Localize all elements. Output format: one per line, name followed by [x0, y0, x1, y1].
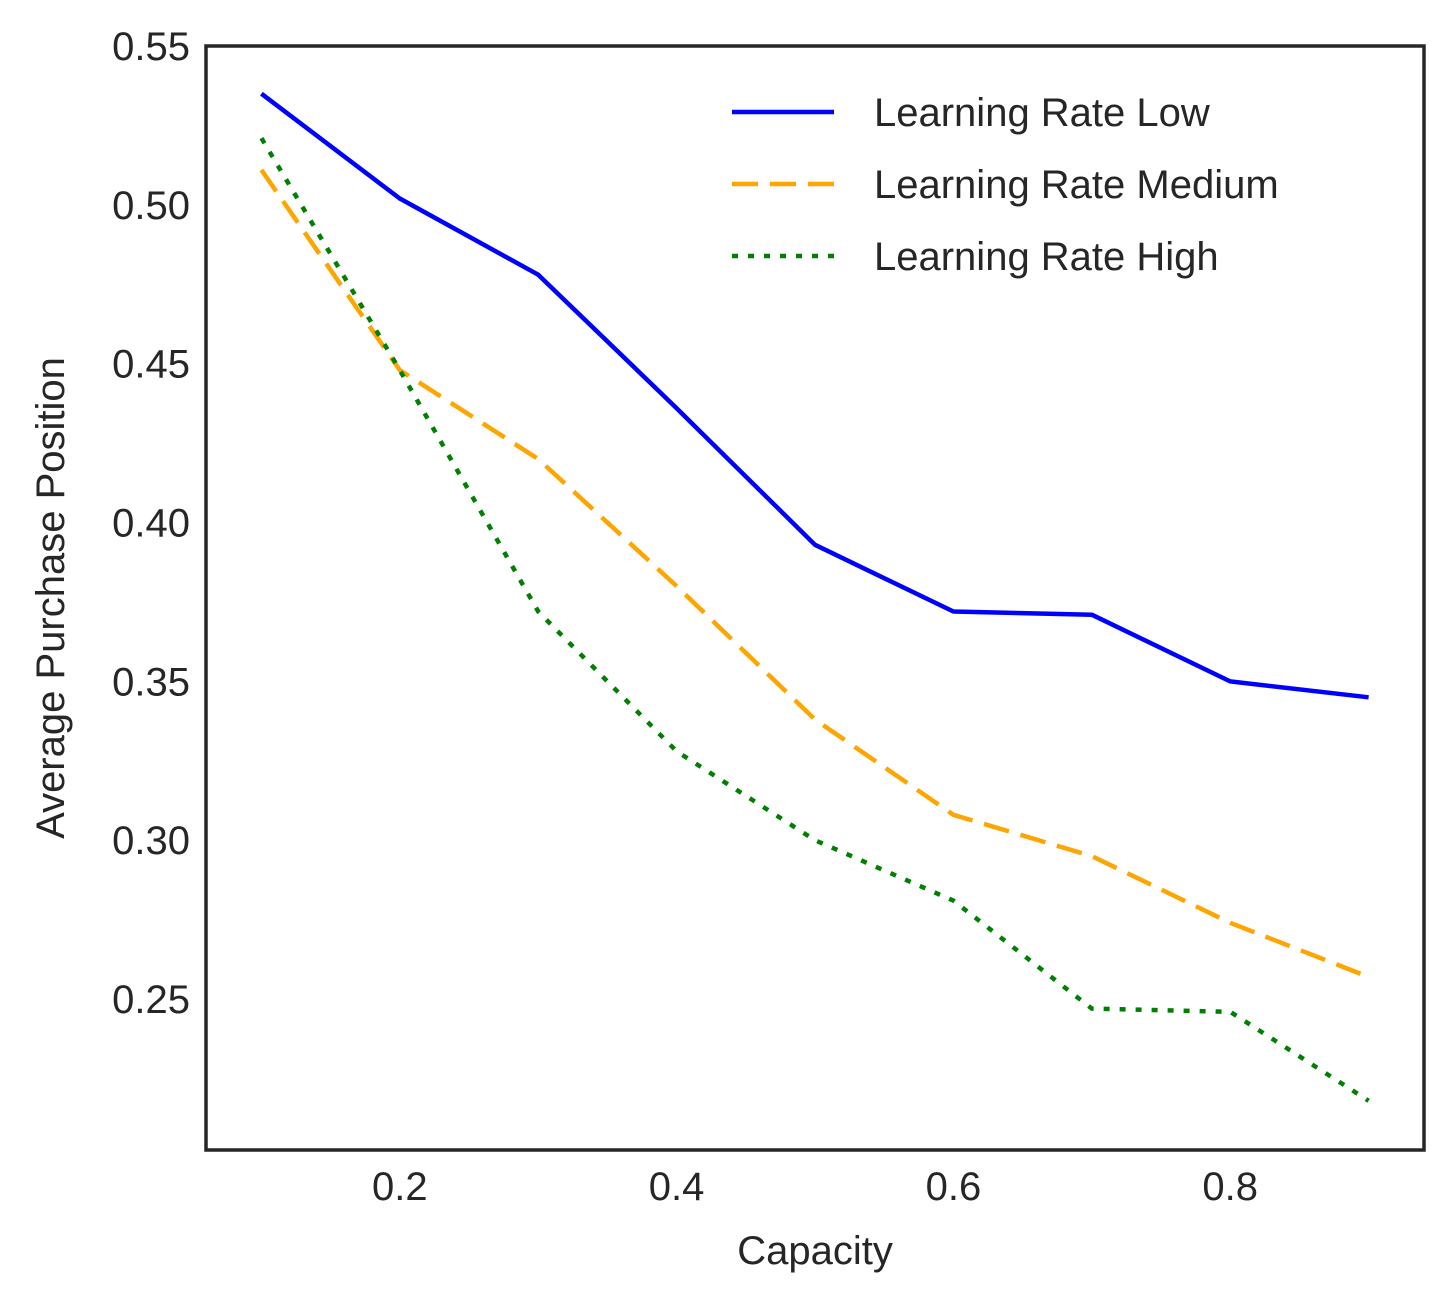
x-tick-label: 0.8	[1202, 1165, 1258, 1209]
series-line-3	[259, 136, 1370, 1103]
plot-frame	[204, 44, 1426, 1152]
y-axis-label: Average Purchase Position	[29, 357, 73, 839]
legend-label-2: Learning Rate Medium	[874, 163, 1279, 207]
legend-label-1: Learning Rate Low	[874, 91, 1210, 135]
y-tick-label: 0.35	[112, 660, 190, 704]
y-tick-label: 0.55	[112, 25, 190, 69]
y-tick-label: 0.40	[112, 502, 190, 546]
x-tick-label: 0.2	[372, 1165, 428, 1209]
y-tick-label: 0.25	[112, 978, 190, 1022]
x-tick-label: 0.4	[649, 1165, 705, 1209]
legend-label-3: Learning Rate High	[874, 235, 1219, 279]
y-tick-label: 0.30	[112, 819, 190, 863]
legend: Learning Rate Low Learning Rate Medium Lea…	[732, 91, 1279, 279]
x-axis-label: Capacity	[737, 1229, 893, 1273]
y-tick-labels: 0.25 0.30 0.35 0.40 0.45 0.50 0.55	[112, 25, 190, 1022]
series-line-1	[260, 91, 1369, 700]
x-tick-label: 0.6	[926, 1165, 982, 1209]
y-tick-label: 0.50	[112, 184, 190, 228]
y-tick-label: 0.45	[112, 343, 190, 387]
series-line-2	[259, 168, 1370, 979]
series-layer	[259, 91, 1370, 1103]
x-tick-labels: 0.2 0.4 0.6 0.8	[372, 1165, 1258, 1209]
